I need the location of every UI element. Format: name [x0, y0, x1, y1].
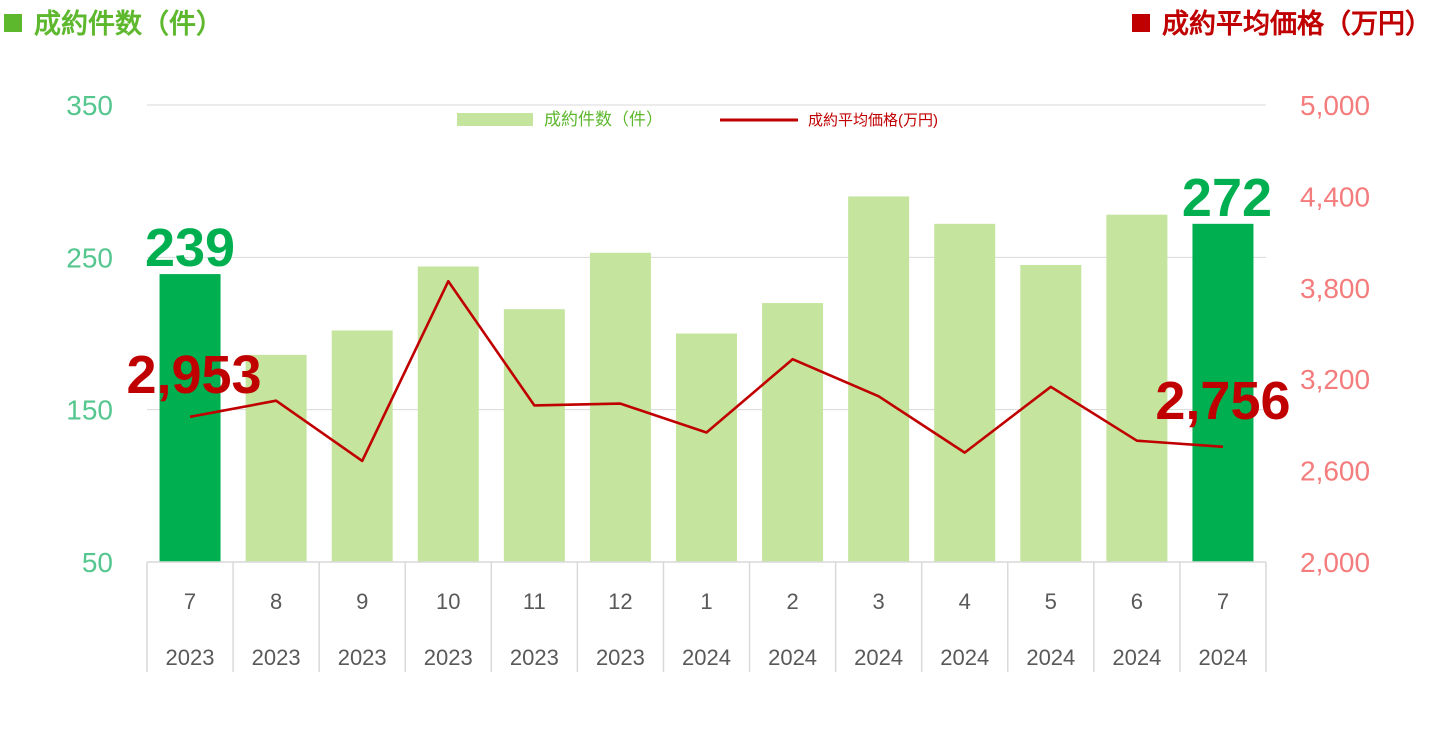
right-axis-ticks: 5,000 4,400 3,800 3,200 2,600 2,000	[1300, 90, 1370, 578]
month-label: 10	[436, 589, 460, 614]
month-label: 5	[1045, 589, 1057, 614]
left-tick-label: 150	[66, 395, 113, 426]
year-label: 2023	[166, 645, 215, 670]
line-callout-first: 2,953	[126, 345, 261, 405]
year-label: 2024	[854, 645, 903, 670]
bar	[159, 274, 221, 562]
data-callouts: 239 272 2,953 2,756	[126, 168, 1290, 431]
right-axis-title-text: 成約平均価格（万円）	[1162, 9, 1432, 40]
legend-bar-swatch	[457, 113, 533, 126]
bar-series	[159, 196, 1254, 562]
month-label: 2	[786, 589, 798, 614]
year-label: 2024	[1112, 645, 1161, 670]
year-label: 2023	[424, 645, 473, 670]
right-tick-label: 5,000	[1300, 90, 1370, 121]
category-labels: 7 2023 8 2023 9 2023 10 2023 11 2023 12 2023 1 2024 2 2…	[166, 589, 1248, 670]
bar-legend-square-icon	[4, 14, 22, 32]
bar	[417, 266, 479, 562]
month-label: 7	[1217, 589, 1229, 614]
line-legend-square-icon	[1132, 14, 1150, 32]
bar-callout-first: 239	[145, 218, 235, 278]
bar	[1106, 214, 1168, 562]
year-label: 2023	[596, 645, 645, 670]
left-tick-label: 350	[66, 90, 113, 121]
year-label: 2023	[510, 645, 559, 670]
month-label: 8	[270, 589, 282, 614]
left-axis-ticks: 350 250 150 50	[66, 90, 113, 578]
line-callout-last: 2,756	[1155, 371, 1290, 431]
category-axis	[146, 561, 1267, 672]
legend-line-label: 成約平均価格(万円)	[808, 112, 938, 129]
bar	[934, 223, 996, 562]
left-axis-title-text: 成約件数（件）	[34, 9, 223, 40]
month-label: 1	[700, 589, 712, 614]
bar	[589, 252, 651, 562]
year-label: 2023	[338, 645, 387, 670]
right-axis-title: 成約平均価格（万円）	[1132, 2, 1432, 41]
bar	[848, 196, 910, 562]
month-label: 9	[356, 589, 368, 614]
year-label: 2024	[1026, 645, 1075, 670]
year-label: 2023	[252, 645, 301, 670]
right-tick-label: 3,800	[1300, 273, 1370, 304]
bar	[1020, 264, 1082, 562]
bar	[676, 333, 737, 562]
line-series	[189, 279, 1224, 463]
legend-bar-label: 成約件数（件）	[544, 110, 663, 129]
month-label: 3	[873, 589, 885, 614]
month-label: 12	[608, 589, 632, 614]
month-label: 6	[1131, 589, 1143, 614]
left-tick-label: 50	[82, 547, 113, 578]
year-label: 2024	[768, 645, 817, 670]
year-label: 2024	[940, 645, 989, 670]
month-label: 11	[523, 589, 546, 614]
year-label: 2024	[1198, 645, 1247, 670]
price-line	[189, 279, 1224, 463]
month-label: 7	[184, 589, 196, 614]
chart-legend: 成約件数（件） 成約平均価格(万円)	[457, 110, 938, 129]
right-tick-label: 2,000	[1300, 547, 1370, 578]
bar-callout-last: 272	[1182, 168, 1272, 228]
bar	[1192, 223, 1254, 562]
right-tick-label: 3,200	[1300, 364, 1370, 395]
year-label: 2024	[682, 645, 731, 670]
right-tick-label: 4,400	[1300, 181, 1370, 212]
bar	[762, 303, 824, 562]
month-label: 4	[959, 589, 971, 614]
left-tick-label: 250	[66, 242, 113, 273]
bar	[503, 309, 565, 562]
left-axis-title: 成約件数（件）	[4, 2, 223, 41]
bar	[245, 354, 307, 562]
right-tick-label: 2,600	[1300, 456, 1370, 487]
